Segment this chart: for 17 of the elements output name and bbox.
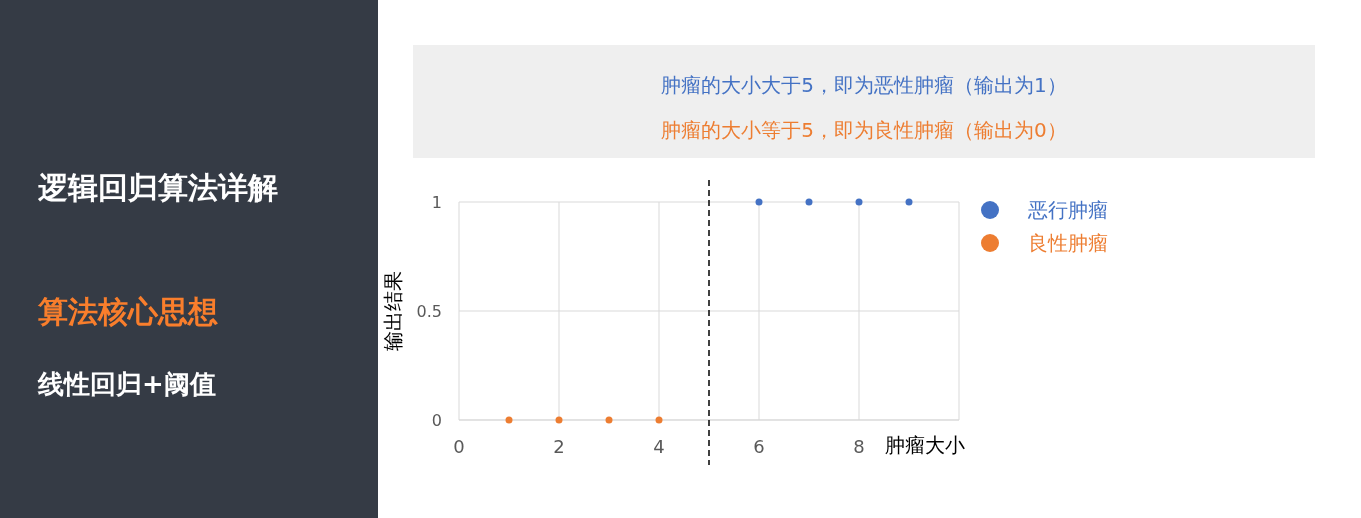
y-tick-label: 0.5 xyxy=(416,302,442,321)
x-tick-label: 8 xyxy=(853,436,865,457)
text: 逻辑回归算法详解 xyxy=(37,170,278,205)
x-axis-title: 肿瘤大小 xyxy=(885,433,965,457)
y-axis-title: 输出结果 xyxy=(381,271,405,351)
legend-label: 良性肿瘤 xyxy=(1028,231,1108,255)
text: 线性回归+阈值 xyxy=(37,369,216,399)
x-tick-label: 0 xyxy=(453,436,465,457)
y-tick-label: 0 xyxy=(431,411,442,430)
y-tick-label: 1 xyxy=(431,193,442,212)
x-tick-label: 6 xyxy=(753,436,765,457)
text: 肿瘤的大小等于5，即为良性肿瘤（输出为0） xyxy=(661,118,1067,142)
legend-label: 恶行肿瘤 xyxy=(1027,198,1108,222)
x-tick-label: 2 xyxy=(553,436,565,457)
x-tick-label: 4 xyxy=(653,436,665,457)
text: 肿瘤的大小大于5，即为恶性肿瘤（输出为1） xyxy=(661,73,1067,97)
text: 算法核心思想 xyxy=(37,294,218,329)
